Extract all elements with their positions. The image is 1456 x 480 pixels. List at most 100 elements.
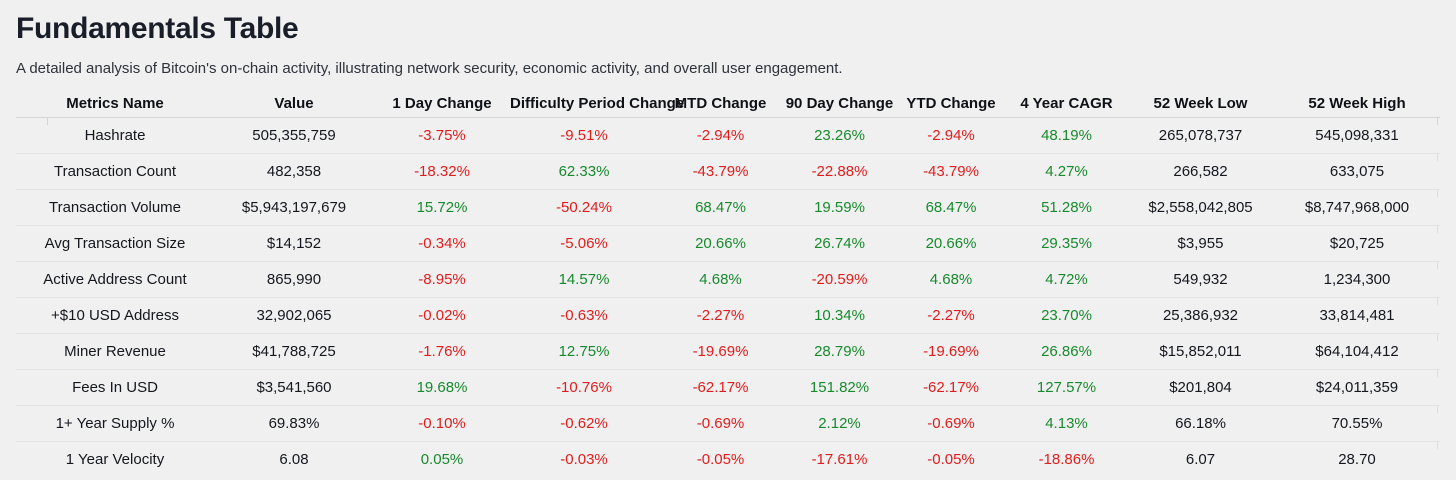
change-ytd-cell: -2.94%	[927, 127, 975, 144]
52-week-high-cell: $24,011,359	[1315, 379, 1399, 396]
value-cell: 69.83%	[268, 415, 320, 432]
change-difficulty-period-cell: -10.76%	[556, 379, 612, 396]
column-header-52-week-low: 52 Week Low	[1153, 95, 1248, 112]
value-cell: 32,902,065	[256, 307, 332, 324]
52-week-high-cell: 33,814,481	[1319, 307, 1395, 324]
change-90d-cell: 2.12%	[818, 415, 861, 432]
cagr-4y-cell: 127.57%	[1036, 379, 1097, 396]
column-header-cagr-4y: 4 Year CAGR	[1020, 95, 1113, 112]
column-header-change-mtd: MTD Change	[674, 95, 767, 112]
table-row: Hashrate 505,355,759 -3.75% -9.51% -2.94% 23.…	[16, 118, 1440, 161]
change-mtd-cell: -0.05%	[696, 451, 745, 468]
change-ytd-cell: -43.79%	[923, 163, 979, 180]
metric-name-cell: Avg Transaction Size	[44, 235, 186, 252]
metric-name-cell: Hashrate	[84, 127, 146, 144]
metric-name-cell: Miner Revenue	[64, 343, 166, 360]
change-ytd-cell: -62.17%	[923, 379, 979, 396]
change-difficulty-period-cell: -5.06%	[560, 235, 608, 252]
cagr-4y-cell: 4.27%	[1045, 163, 1088, 180]
change-1d-cell: -1.76%	[418, 343, 466, 360]
cagr-4y-cell: 4.13%	[1045, 415, 1088, 432]
change-90d-cell: -17.61%	[811, 451, 868, 468]
change-difficulty-period-cell: 12.75%	[558, 343, 610, 360]
52-week-low-cell: $2,558,042,805	[1148, 199, 1253, 216]
change-ytd-cell: -2.27%	[927, 307, 975, 324]
value-cell: 865,990	[266, 271, 322, 288]
cagr-4y-cell: -18.86%	[1038, 451, 1095, 468]
change-mtd-cell: 4.68%	[699, 271, 742, 288]
value-cell: $14,152	[266, 235, 322, 252]
52-week-high-cell: $20,725	[1329, 235, 1385, 252]
metric-name-cell: Fees In USD	[72, 379, 158, 396]
cagr-4y-cell: 51.28%	[1041, 199, 1092, 216]
column-header-metric-name: Metrics Name	[66, 95, 164, 112]
change-90d-cell: 10.34%	[814, 307, 865, 324]
page-subtitle: A detailed analysis of Bitcoin's on-chai…	[16, 60, 843, 77]
change-mtd-cell: -19.69%	[692, 343, 749, 360]
table-header-row: Metrics Name Value 1 Day Change Difficulty …	[16, 90, 1440, 125]
52-week-high-cell: $8,747,968,000	[1304, 199, 1410, 216]
column-header-change-difficulty-period: Difficulty Period Change	[510, 95, 685, 112]
52-week-high-cell: 70.55%	[1331, 415, 1383, 432]
change-1d-cell: -3.75%	[418, 127, 466, 144]
change-mtd-cell: -0.69%	[696, 415, 745, 432]
value-cell: $3,541,560	[256, 379, 332, 396]
change-1d-cell: 15.72%	[416, 199, 468, 216]
change-ytd-cell: -0.05%	[927, 451, 975, 468]
metric-name-cell: Active Address Count	[43, 271, 187, 288]
change-mtd-cell: -2.27%	[696, 307, 745, 324]
52-week-low-cell: $3,955	[1177, 235, 1224, 252]
52-week-low-cell: 25,386,932	[1162, 307, 1239, 324]
cagr-4y-cell: 23.70%	[1041, 307, 1092, 324]
change-90d-cell: -22.88%	[811, 163, 868, 180]
value-cell: 482,358	[266, 163, 322, 180]
change-ytd-cell: -19.69%	[923, 343, 979, 360]
change-difficulty-period-cell: -0.63%	[560, 307, 608, 324]
metric-name-cell: +$10 USD Address	[51, 307, 179, 324]
change-1d-cell: -8.95%	[418, 271, 466, 288]
52-week-high-cell: $64,104,412	[1315, 343, 1399, 360]
change-1d-cell: 0.05%	[420, 451, 464, 468]
table-row: Active Address Count 865,990 -8.95% 14.57% 4…	[16, 262, 1440, 305]
column-header-change-90d: 90 Day Change	[785, 95, 894, 112]
change-1d-cell: -18.32%	[414, 163, 470, 180]
change-mtd-cell: -62.17%	[692, 379, 749, 396]
table-row: Avg Transaction Size $14,152 -0.34% -5.06% 2…	[16, 226, 1440, 269]
change-mtd-cell: -2.94%	[696, 127, 745, 144]
column-header-change-1d: 1 Day Change	[392, 95, 492, 112]
fundamentals-table: Metrics Name Value 1 Day Change Difficulty …	[16, 90, 1440, 477]
change-90d-cell: 28.79%	[814, 343, 865, 360]
value-cell: $5,943,197,679	[241, 199, 347, 216]
change-difficulty-period-cell: -9.51%	[560, 127, 608, 144]
52-week-low-cell: 66.18%	[1175, 415, 1226, 432]
change-90d-cell: 151.82%	[809, 379, 870, 396]
52-week-low-cell: 265,078,737	[1158, 127, 1243, 144]
change-difficulty-period-cell: -0.62%	[560, 415, 608, 432]
table-row: Transaction Volume $5,943,197,679 15.72% -5…	[16, 190, 1440, 233]
change-90d-cell: 26.74%	[814, 235, 865, 252]
column-header-change-ytd: YTD Change	[906, 95, 996, 112]
column-header-52-week-high: 52 Week High	[1308, 95, 1406, 112]
table-row: Miner Revenue $41,788,725 -1.76% 12.75% -19.…	[16, 334, 1440, 377]
change-difficulty-period-cell: 14.57%	[558, 271, 610, 288]
cagr-4y-cell: 29.35%	[1041, 235, 1092, 252]
change-mtd-cell: 20.66%	[695, 235, 746, 252]
52-week-low-cell: 266,582	[1173, 163, 1228, 180]
value-cell: 6.08	[279, 451, 309, 468]
table-row: 1 Year Velocity 6.08 0.05% -0.03% -0.05% -17.…	[16, 442, 1440, 477]
table-row: Transaction Count 482,358 -18.32% 62.33% -43…	[16, 154, 1440, 197]
column-header-value: Value	[274, 95, 314, 112]
change-1d-cell: -0.10%	[418, 415, 466, 432]
52-week-high-cell: 545,098,331	[1315, 127, 1399, 144]
page-title: Fundamentals Table	[16, 12, 299, 45]
change-1d-cell: -0.34%	[418, 235, 466, 252]
table-row: +$10 USD Address 32,902,065 -0.02% -0.63% -2…	[16, 298, 1440, 341]
table-row: Fees In USD $3,541,560 19.68% -10.76% -62.17…	[16, 370, 1440, 413]
52-week-low-cell: $201,804	[1169, 379, 1232, 396]
change-ytd-cell: -0.69%	[927, 415, 975, 432]
change-difficulty-period-cell: -0.03%	[560, 451, 608, 468]
cagr-4y-cell: 4.72%	[1045, 271, 1088, 288]
change-90d-cell: 23.26%	[814, 127, 865, 144]
52-week-low-cell: 549,932	[1173, 271, 1228, 288]
